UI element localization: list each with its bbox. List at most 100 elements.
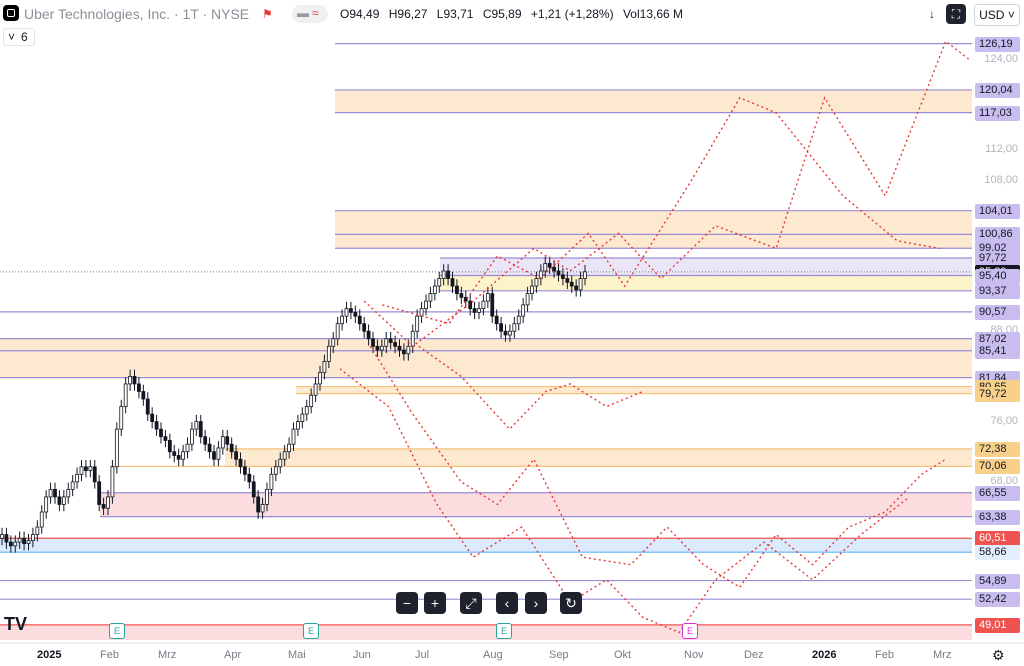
y-tick-label: 108,00 [984,173,1018,186]
candle-body [39,511,44,528]
earnings-marker-icon[interactable]: E [496,623,512,639]
candle-body [393,342,397,347]
candle-body [106,496,110,509]
symbol-title[interactable]: Uber Technologies, Inc. · 1T · NYSE [24,6,250,22]
price-label: 85,41 [975,343,1020,359]
earnings-marker-icon[interactable]: E [109,623,125,639]
price-label: 117,03 [975,105,1020,121]
ohlc-readout: O94,49 H96,27 L93,71 C95,89 +1,21 (+1,28… [340,7,689,21]
candle-body [141,391,146,400]
price-label: 93,37 [975,283,1020,299]
y-tick-label: 124,00 [984,53,1018,66]
currency-select[interactable]: USD ˅ [974,4,1020,26]
candle-body [260,504,265,513]
candle-body [273,466,278,475]
price-label: 87,02 [975,331,1020,347]
candle-body [379,345,384,351]
candle-body [4,534,9,543]
x-tick-label: Jul [415,649,430,661]
x-tick-label: Feb [100,649,119,661]
candle-body [481,300,486,310]
x-tick-label: Okt [614,649,632,661]
candle-body [132,376,137,385]
zone-band [0,338,972,378]
zoom-out-button[interactable]: − [396,592,418,614]
candle-body [123,383,128,407]
download-icon[interactable]: ↓ [924,4,940,24]
scroll-right-button[interactable]: › [525,592,547,614]
scroll-to-realtime-button[interactable]: ⤢ [460,592,482,614]
candle-body [441,270,446,279]
price-label: 79,72 [975,386,1020,402]
compare-pill[interactable]: ▬ ≈ [292,5,328,23]
candle-body [335,323,340,340]
candle-body [432,285,437,294]
candle-body [287,443,291,453]
candle-body [569,281,574,287]
x-tick-label: Dez [744,649,764,661]
candle-body [357,315,362,325]
candle-body [243,466,247,475]
candle-body [145,398,150,415]
candle-body [35,526,40,535]
candle-body [578,278,583,291]
earnings-marker-icon[interactable]: E [303,623,319,639]
price-label: 97,72 [975,251,1020,267]
zoom-in-button[interactable]: + [424,592,446,614]
price-label: 58,66 [975,545,1020,561]
candle-body [446,270,450,279]
price-label: 54,89 [975,573,1020,589]
vol-label: Vol [622,7,640,21]
candle-body [225,436,230,445]
forecast-path [418,345,644,431]
candle-body [92,466,97,483]
candle-body [282,451,287,460]
candle-body [472,308,477,313]
candle-body [366,330,371,340]
candle-body [88,466,93,471]
earnings-marker-icon[interactable]: E [682,623,698,639]
price-label: 104,01 [975,203,1020,219]
candle-body [194,421,199,430]
candle-body [17,537,22,543]
flag-icon[interactable]: ⚑ [262,7,273,21]
candle-body [70,481,75,490]
candle-body [44,496,49,513]
open-label: O [340,7,350,21]
tradingview-logo[interactable]: TV [4,614,28,634]
candle-body [8,541,13,547]
high-value: 96,27 [397,7,428,21]
candle-body [459,293,464,298]
candle-body [344,308,349,317]
forecast-path [339,368,910,634]
zone-band [335,210,972,249]
candle-body [220,436,225,449]
candle-body [212,451,216,460]
candle-body [388,338,393,343]
candle-body [238,458,243,468]
candle-body [375,345,380,351]
candle-body [278,458,283,468]
price-label: 49,01 [975,617,1020,633]
candle-body [326,345,331,362]
candle-body [521,304,526,317]
candle-body [485,293,490,302]
x-tick-label: Jun [353,649,371,661]
reset-chart-button[interactable]: ↻ [560,592,582,614]
candle-body [185,443,190,453]
scroll-left-button[interactable]: ‹ [496,592,518,614]
candle-body [313,383,318,396]
candle-body [304,406,309,415]
indicators-toggle[interactable]: ˅ 6 [3,28,35,46]
zone-band [296,386,972,394]
chart-header: Uber Technologies, Inc. · 1T · NYSE ⚑ ▬ … [0,0,1024,28]
candle-body [574,285,579,291]
candle-body [79,466,84,475]
settings-icon[interactable]: ⚙ [992,647,1005,663]
candle-body [119,406,124,430]
zone-band [440,275,972,291]
fullscreen-icon[interactable]: ⛶ [946,4,966,24]
candle-body [300,413,305,423]
candle-body [556,270,561,276]
